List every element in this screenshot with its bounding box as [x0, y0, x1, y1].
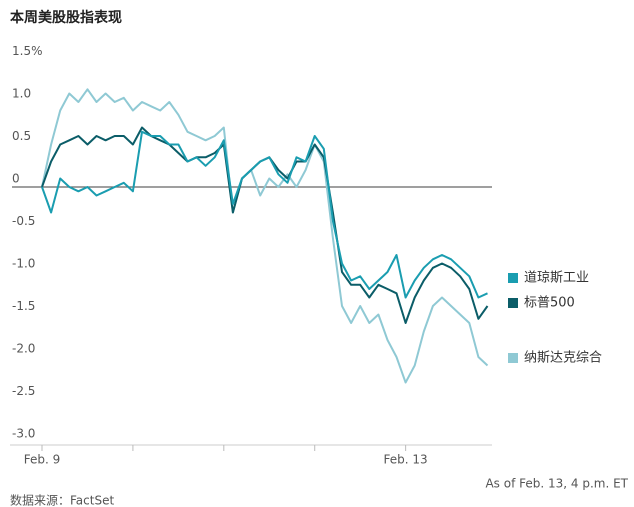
- y-tick-label: -3.0: [12, 427, 35, 441]
- y-tick-label: 1.5%: [12, 44, 43, 58]
- legend-swatch: [508, 273, 518, 283]
- y-tick-label: 1.0: [12, 87, 31, 101]
- y-tick-label: -0.5: [12, 214, 35, 228]
- legend-text: 标普500: [524, 296, 575, 311]
- series-line: [41, 126, 489, 324]
- series-line: [41, 88, 489, 384]
- annotation: As of Feb. 13, 4 p.m. ET: [485, 477, 628, 491]
- legend-swatch: [508, 298, 518, 308]
- chart-title: 本周美股股指表现: [10, 9, 122, 26]
- legend-swatch: [508, 353, 518, 363]
- x-tick-label: Feb. 9: [24, 453, 61, 467]
- legend-text: 道琼斯工业: [524, 271, 589, 286]
- y-tick-label: 0.5: [12, 129, 31, 143]
- y-tick-label: -1.0: [12, 257, 35, 271]
- legend-text: 纳斯达克综合: [524, 351, 602, 366]
- y-tick-label: -1.5: [12, 299, 35, 313]
- source: 数据来源：FactSet: [10, 493, 114, 507]
- y-tick-label: -2.0: [12, 342, 35, 356]
- y-tick-label: 0: [12, 172, 20, 186]
- series-line: [41, 130, 488, 299]
- y-tick-label: -2.5: [12, 384, 35, 398]
- x-tick-label: Feb. 13: [384, 453, 428, 467]
